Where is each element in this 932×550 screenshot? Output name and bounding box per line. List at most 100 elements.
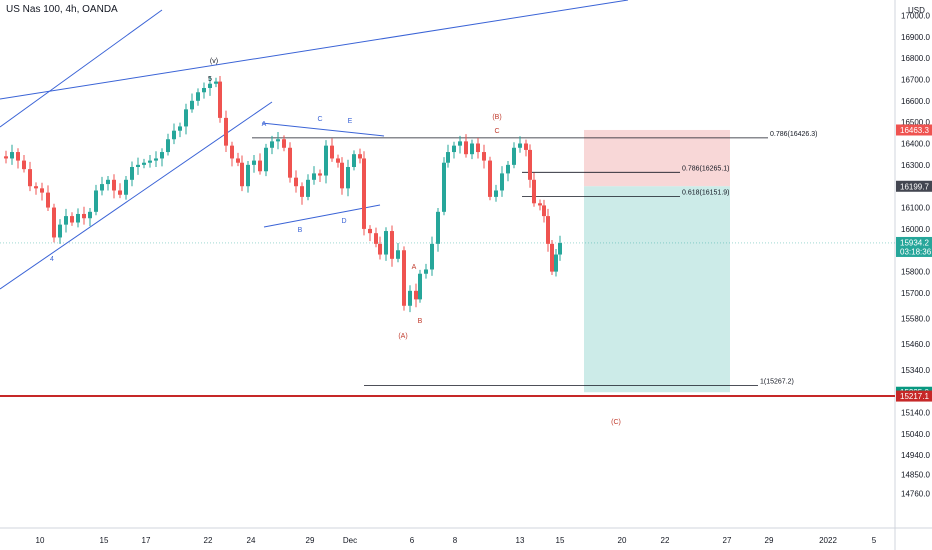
time-tick-label: 24 <box>247 536 256 545</box>
price-tick-label: 17000.0 <box>901 11 930 20</box>
candle-body <box>318 173 322 176</box>
candle-body <box>4 156 8 159</box>
price-tick-label: 16500.0 <box>901 118 930 127</box>
candle-body <box>346 166 350 189</box>
candle-body <box>446 152 450 163</box>
time-tick-label: 22 <box>204 536 213 545</box>
candle-body <box>202 87 206 93</box>
candle-body <box>550 243 554 272</box>
price-tick-label: 16100.0 <box>901 204 930 213</box>
candle-body <box>88 211 92 219</box>
candle-body <box>336 158 340 163</box>
price-badge <box>896 236 932 257</box>
candle-body <box>500 173 504 191</box>
price-tick-label: 15340.0 <box>901 366 930 375</box>
wave-label: (v) <box>210 58 218 65</box>
candle-body <box>184 109 188 127</box>
time-tick-label: 27 <box>723 536 732 545</box>
price-tick-label: 14850.0 <box>901 470 930 479</box>
price-badge <box>896 390 932 402</box>
time-tick-label: 17 <box>142 536 151 545</box>
candle-body <box>224 117 228 146</box>
candle-body <box>396 250 400 259</box>
candle-body <box>160 152 164 159</box>
candle-body <box>358 154 362 159</box>
price-tick-label: 15800.0 <box>901 268 930 277</box>
candle-body <box>172 130 176 140</box>
fib-level-label: 0.786(16426.3) <box>770 131 817 138</box>
candle-body <box>470 143 474 155</box>
candle-body <box>436 211 440 244</box>
price-tick-label: 15580.0 <box>901 315 930 324</box>
candle-body <box>458 141 462 146</box>
candle-body <box>270 141 274 148</box>
candle-body <box>452 145 456 153</box>
trendline <box>0 9 163 128</box>
fib-level-label: 1(15267.2) <box>760 378 794 385</box>
time-tick-label: 29 <box>306 536 315 545</box>
candle-body <box>40 188 44 193</box>
candle-body <box>378 243 382 255</box>
price-tick-label: 15040.0 <box>901 430 930 439</box>
candle-body <box>136 164 140 167</box>
candle-body <box>488 160 492 197</box>
wave-label: (C) <box>611 419 621 426</box>
candle-body <box>82 213 86 219</box>
candle-body <box>178 126 182 131</box>
wave-label: (A) <box>398 333 407 340</box>
candle-body <box>46 192 50 208</box>
candle-body <box>554 254 558 272</box>
candle-body <box>276 139 280 142</box>
time-tick-label: 6 <box>410 536 415 545</box>
fib-level-label: 0.618(16151.9) <box>682 189 729 196</box>
price-badge-label: 16463.3 <box>900 126 929 135</box>
candle-body <box>76 213 80 223</box>
time-tick-label: 29 <box>765 536 774 545</box>
price-tick-label: 16900.0 <box>901 33 930 42</box>
candle-body <box>64 216 68 225</box>
price-badge-label: 16199.7 <box>900 182 929 191</box>
candle-body <box>390 231 394 259</box>
candle-body <box>402 250 406 306</box>
candle-body <box>230 145 234 159</box>
wave-label: C <box>494 128 499 135</box>
candle-body <box>512 147 516 165</box>
candle-body <box>142 162 146 165</box>
time-tick-label: 15 <box>556 536 565 545</box>
candle-body <box>312 173 316 180</box>
candle-body <box>218 81 222 118</box>
candle-body <box>430 243 434 270</box>
wave-label: A <box>412 264 417 271</box>
candle-body <box>506 164 510 174</box>
currency-label: USD <box>908 6 925 15</box>
candle-body <box>414 290 418 300</box>
candle-body <box>196 92 200 101</box>
candle-body <box>340 162 344 189</box>
price-tick-label: 15460.0 <box>901 340 930 349</box>
candle-body <box>464 141 468 155</box>
candle-body <box>524 143 528 150</box>
price-badge <box>896 180 932 192</box>
candle-body <box>558 243 562 255</box>
trendline <box>0 0 629 100</box>
wave-label: B <box>298 227 303 234</box>
candle-body <box>282 139 286 148</box>
candle-body <box>408 290 412 306</box>
wave-label: C <box>317 116 322 123</box>
wave-label: (B) <box>492 114 501 121</box>
candle-body <box>214 81 218 84</box>
candle-body <box>362 158 366 229</box>
candle-body <box>538 203 542 206</box>
time-tick-label: 13 <box>516 536 525 545</box>
candle-body <box>494 190 498 197</box>
candle-body <box>34 186 38 189</box>
candle-body <box>300 186 304 197</box>
time-tick-label: 2022 <box>819 536 837 545</box>
candle-body <box>208 83 212 88</box>
price-badge-countdown: 03:18:36 <box>900 247 932 256</box>
candle-body <box>532 179 536 204</box>
candle-body <box>306 179 310 197</box>
price-tick-label: 15140.0 <box>901 409 930 418</box>
candle-body <box>28 169 32 187</box>
